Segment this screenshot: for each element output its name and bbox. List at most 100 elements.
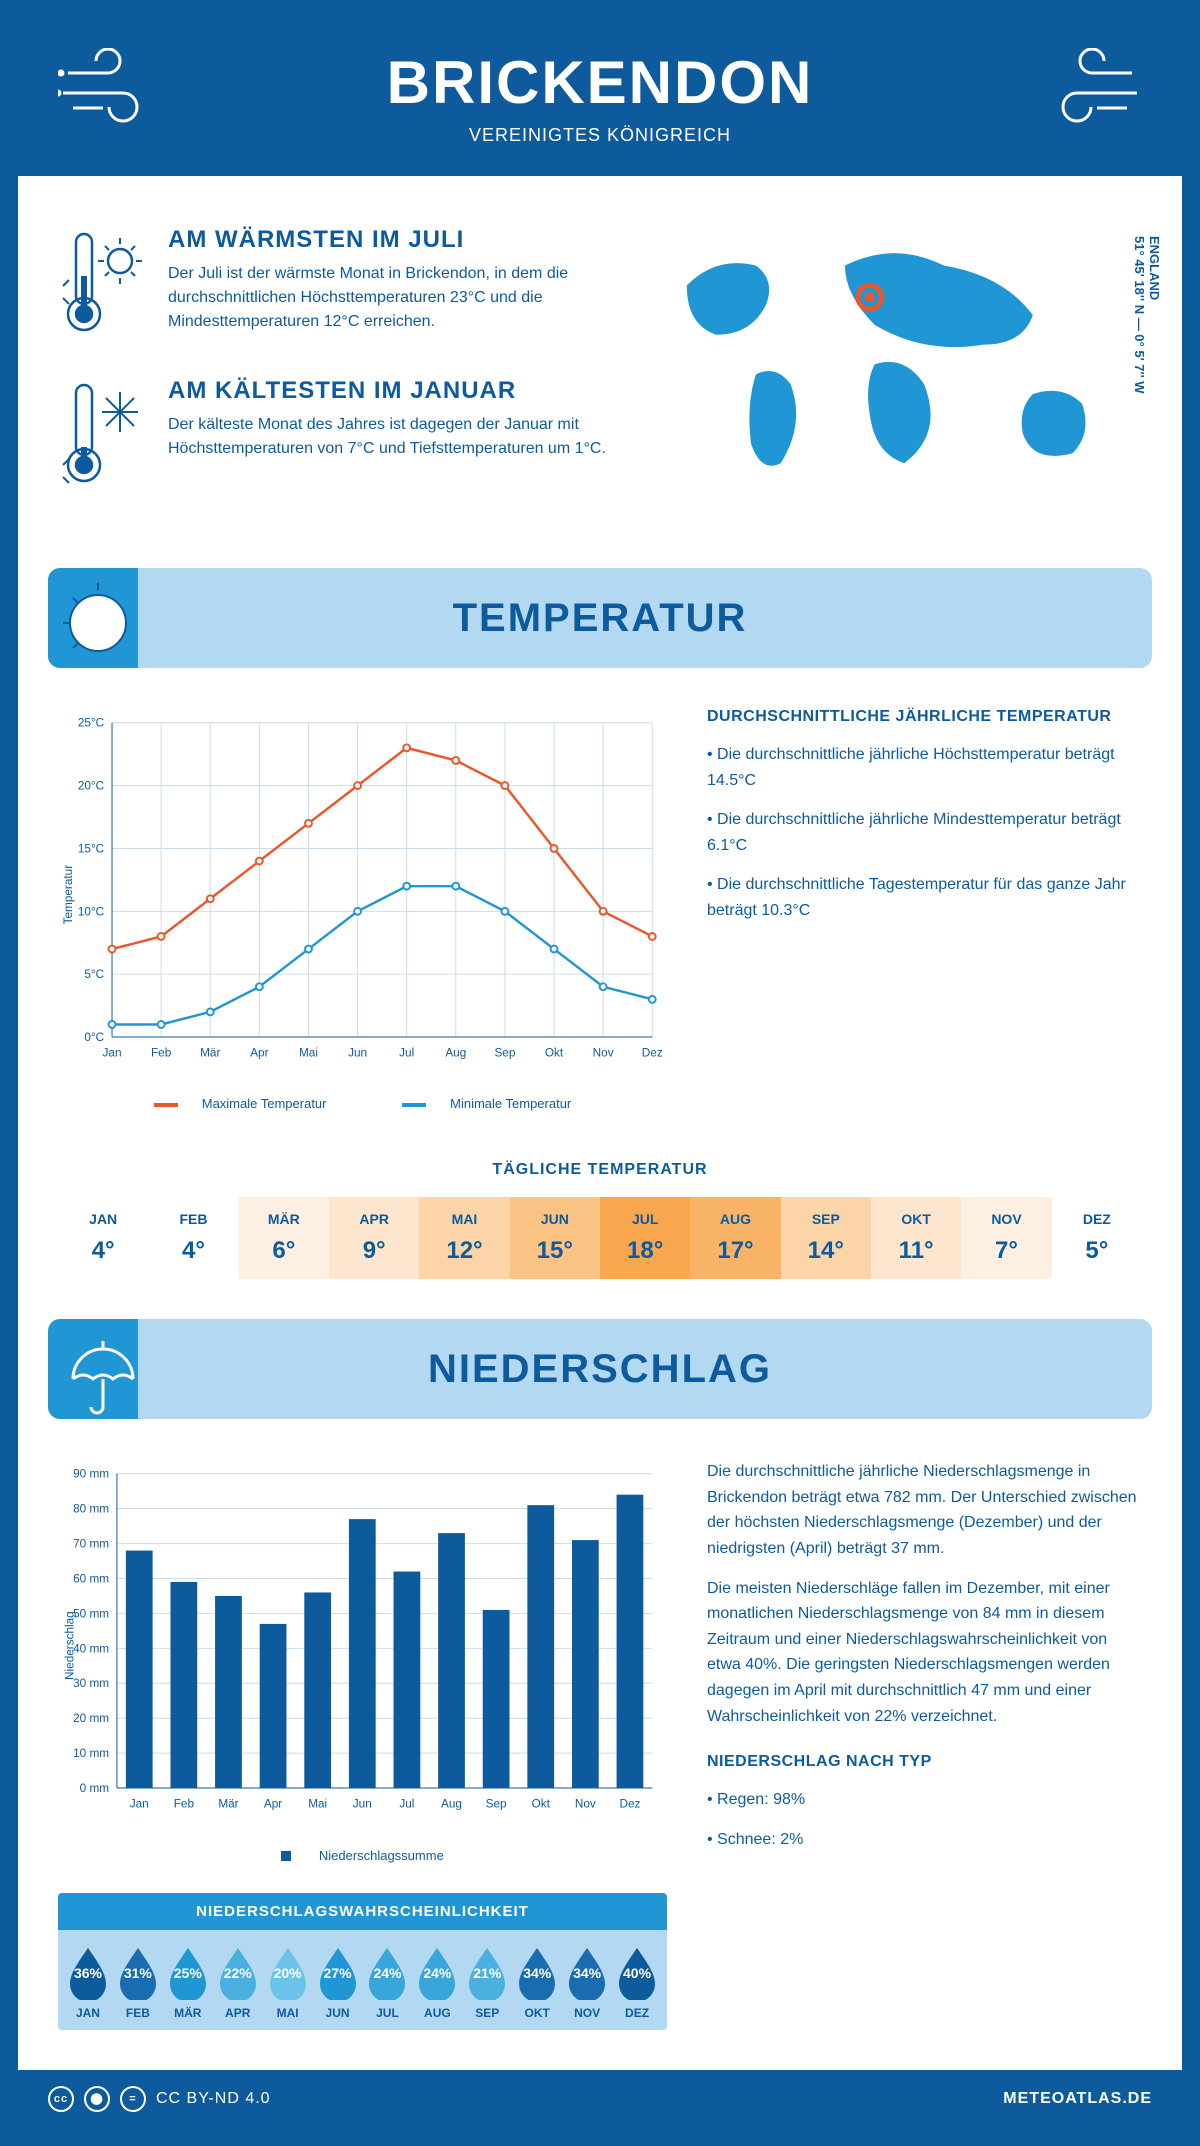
svg-text:Nov: Nov (593, 1047, 614, 1060)
temperature-header: TEMPERATUR (48, 568, 1152, 668)
daily-temp-cell: JAN4° (58, 1197, 148, 1279)
probability-cell: 27%JUN (314, 1944, 362, 2020)
svg-text:Sep: Sep (486, 1798, 507, 1811)
svg-text:20°C: 20°C (78, 780, 105, 793)
svg-text:Mär: Mär (200, 1047, 220, 1060)
svg-text:Sep: Sep (494, 1047, 515, 1060)
probability-cell: 20%MAI (264, 1944, 312, 2020)
daily-temp-cell: MÄR6° (239, 1197, 329, 1279)
svg-text:Okt: Okt (532, 1798, 551, 1811)
legend-precip: Niederschlagssumme (319, 1848, 444, 1863)
fact-coldest: AM KÄLTESTEN IM JANUAR Der kälteste Mona… (58, 377, 627, 492)
precipitation-bar-chart: 0 mm10 mm20 mm30 mm40 mm50 mm60 mm70 mm8… (58, 1459, 667, 1832)
coordinates: ENGLAND 51° 45' 18'' N — 0° 5' 7'' W (1132, 236, 1162, 394)
precip-type-bullet: • Schnee: 2% (707, 1827, 1142, 1853)
temperature-line-chart: 0°C 5°C 10°C 15°C 20°C 25°C Jan Feb Mär Apr Mai Jun… (58, 708, 667, 1081)
probability-cell: 21%SEP (463, 1944, 511, 2020)
daily-temp-cell: JUN15° (510, 1197, 600, 1279)
fact-cold-text: Der kälteste Monat des Jahres ist dagege… (168, 413, 627, 461)
fact-cold-title: AM KÄLTESTEN IM JANUAR (168, 377, 627, 405)
fact-warmest: AM WÄRMSTEN IM JULI Der Juli ist der wär… (58, 226, 627, 341)
thermometer-hot-icon (58, 226, 148, 341)
svg-text:Jun: Jun (353, 1798, 372, 1811)
latlon-label: 51° 45' 18'' N — 0° 5' 7'' W (1132, 236, 1147, 394)
svg-text:Jul: Jul (399, 1047, 414, 1060)
svg-text:Mär: Mär (218, 1798, 238, 1811)
svg-text:60 mm: 60 mm (73, 1573, 109, 1586)
probability-cell: 34%OKT (513, 1944, 561, 2020)
daily-temp-cell: AUG17° (690, 1197, 780, 1279)
svg-text:10°C: 10°C (78, 905, 105, 918)
precip-title: NIEDERSCHLAG (138, 1347, 1152, 1392)
temp-bullet: • Die durchschnittliche jährliche Höchst… (707, 742, 1142, 793)
svg-text:Okt: Okt (545, 1047, 564, 1060)
probability-cell: 25%MÄR (164, 1944, 212, 2020)
svg-text:40 mm: 40 mm (73, 1643, 109, 1656)
svg-text:Feb: Feb (151, 1047, 172, 1060)
probability-cell: 31%FEB (114, 1944, 162, 2020)
intro-section: AM WÄRMSTEN IM JULI Der Juli ist der wär… (18, 176, 1182, 568)
footer: cc ⬤ = CC BY-ND 4.0 METEOATLAS.DE (18, 2070, 1182, 2128)
svg-text:90 mm: 90 mm (73, 1468, 109, 1481)
site-name: METEOATLAS.DE (1003, 2090, 1152, 2108)
temp-legend: Maximale Temperatur Minimale Temperatur (58, 1096, 667, 1111)
svg-text:Feb: Feb (174, 1798, 195, 1811)
temperature-title: TEMPERATUR (138, 596, 1152, 641)
probability-cell: 22%APR (214, 1944, 262, 2020)
svg-text:30 mm: 30 mm (73, 1677, 109, 1690)
svg-text:Jan: Jan (103, 1047, 122, 1060)
svg-text:20 mm: 20 mm (73, 1712, 109, 1725)
by-icon: ⬤ (84, 2086, 110, 2112)
license-text: CC BY-ND 4.0 (156, 2090, 271, 2108)
svg-text:Apr: Apr (264, 1798, 282, 1811)
nd-icon: = (120, 2086, 146, 2112)
probability-cell: 24%AUG (413, 1944, 461, 2020)
daily-temp-cell: DEZ5° (1052, 1197, 1142, 1279)
svg-text:Mai: Mai (299, 1047, 318, 1060)
temp-bullet: • Die durchschnittliche Tagestemperatur … (707, 872, 1142, 923)
umbrella-icon (58, 1329, 148, 1419)
daily-temp-cell: FEB4° (148, 1197, 238, 1279)
daily-temp-cell: MAI12° (419, 1197, 509, 1279)
precip-legend: Niederschlagssumme (58, 1848, 667, 1863)
precip-desc-1: Die durchschnittliche jährliche Niedersc… (707, 1459, 1142, 1561)
temp-desc-title: DURCHSCHNITTLICHE JÄHRLICHE TEMPERATUR (707, 708, 1142, 726)
precip-type-title: NIEDERSCHLAG NACH TYP (707, 1753, 1142, 1771)
fact-warm-title: AM WÄRMSTEN IM JULI (168, 226, 627, 254)
temp-bullet: • Die durchschnittliche jährliche Mindes… (707, 807, 1142, 858)
svg-text:0°C: 0°C (84, 1031, 104, 1044)
sun-icon (58, 578, 148, 668)
precip-header: NIEDERSCHLAG (48, 1319, 1152, 1419)
precip-type-bullet: • Regen: 98% (707, 1787, 1142, 1813)
svg-text:15°C: 15°C (78, 842, 105, 855)
precip-type-bullets: • Regen: 98% • Schnee: 2% (707, 1787, 1142, 1852)
svg-text:Niederschlag: Niederschlag (64, 1612, 77, 1681)
svg-text:50 mm: 50 mm (73, 1608, 109, 1621)
svg-text:0 mm: 0 mm (80, 1782, 110, 1795)
probability-cell: 34%NOV (563, 1944, 611, 2020)
temp-bullets: • Die durchschnittliche jährliche Höchst… (707, 742, 1142, 924)
wind-icon-right (1032, 48, 1142, 133)
legend-min: Minimale Temperatur (450, 1096, 571, 1111)
wind-icon-left (58, 48, 168, 133)
svg-text:25°C: 25°C (78, 717, 105, 730)
svg-text:Jun: Jun (348, 1047, 367, 1060)
svg-text:Temperatur: Temperatur (62, 865, 75, 925)
daily-temp-title: TÄGLICHE TEMPERATUR (58, 1161, 1142, 1179)
svg-text:5°C: 5°C (84, 968, 104, 981)
probability-block: NIEDERSCHLAGSWAHRSCHEINLICHKEIT 36%JAN31… (58, 1893, 667, 2030)
probability-cell: 40%DEZ (613, 1944, 661, 2020)
svg-text:Dez: Dez (619, 1798, 640, 1811)
daily-temp-cell: JUL18° (600, 1197, 690, 1279)
daily-temp-cell: NOV7° (961, 1197, 1051, 1279)
svg-text:70 mm: 70 mm (73, 1538, 109, 1551)
header: BRICKENDON VEREINIGTES KÖNIGREICH (18, 18, 1182, 176)
location-subtitle: VEREINIGTES KÖNIGREICH (38, 125, 1162, 146)
probability-cell: 24%JUL (364, 1944, 412, 2020)
daily-temp-cell: SEP14° (781, 1197, 871, 1279)
svg-text:Apr: Apr (250, 1047, 268, 1060)
precip-desc-2: Die meisten Niederschläge fallen im Deze… (707, 1576, 1142, 1730)
world-map (667, 226, 1142, 503)
probability-title: NIEDERSCHLAGSWAHRSCHEINLICHKEIT (58, 1893, 667, 1930)
svg-text:Nov: Nov (575, 1798, 596, 1811)
